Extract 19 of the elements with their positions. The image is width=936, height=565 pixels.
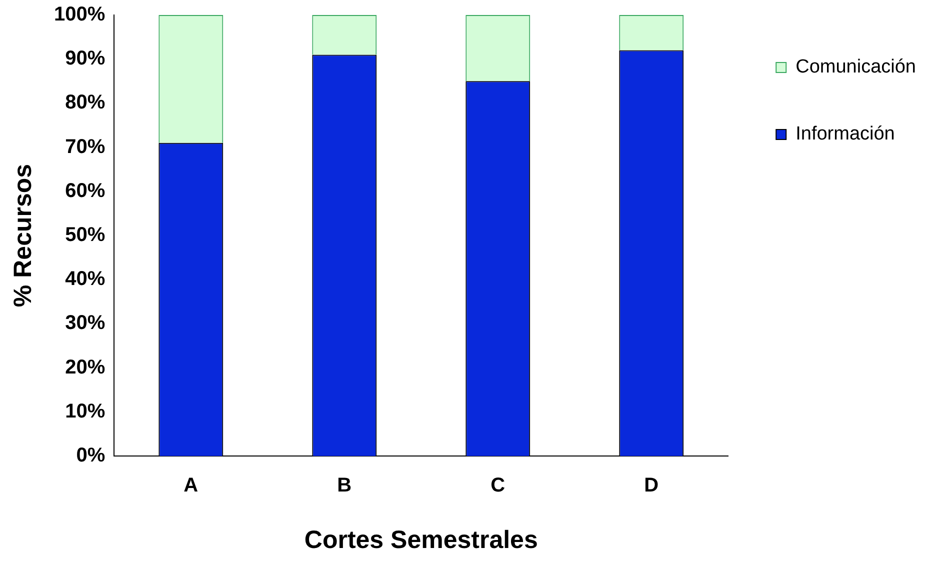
y-axis-title: % Recursos	[8, 164, 37, 308]
y-tick-label: 60%	[65, 180, 106, 202]
legend-label: Comunicación	[796, 56, 916, 78]
y-tick-label: 80%	[65, 92, 106, 114]
y-tick-label: 70%	[65, 136, 106, 158]
y-tick-label: 40%	[65, 268, 106, 290]
y-tick-label: 20%	[65, 356, 106, 378]
legend-label: Información	[796, 124, 895, 145]
y-tick-label: 100%	[54, 4, 106, 26]
y-tick-label: 30%	[65, 312, 106, 334]
y-tick-label: 50%	[65, 224, 106, 246]
x-tick-label: D	[644, 474, 659, 497]
y-tick-label: 10%	[65, 400, 106, 422]
x-tick-label: A	[184, 474, 198, 497]
x-tick-label: C	[490, 474, 506, 497]
y-tick-label: 90%	[65, 48, 106, 70]
x-tick-label: B	[337, 474, 352, 497]
y-tick-label: 0%	[76, 444, 106, 467]
x-axis-title: Cortes Semestrales	[304, 526, 538, 554]
